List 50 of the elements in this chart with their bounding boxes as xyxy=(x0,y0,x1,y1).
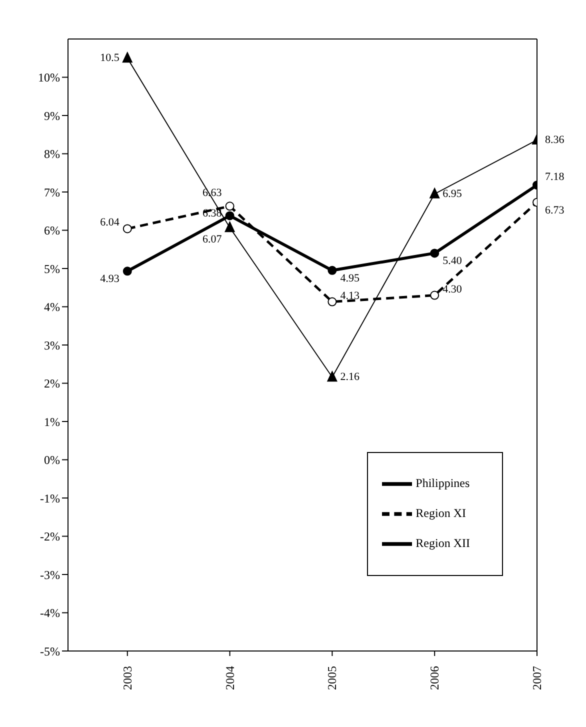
y-tick-label: 9% xyxy=(44,108,60,123)
x-tick-label: 2006 xyxy=(428,666,442,690)
data-label: 4.30 xyxy=(442,283,462,296)
point xyxy=(225,202,234,211)
y-tick-label: 7% xyxy=(44,185,60,200)
x-tick-label: 2004 xyxy=(222,666,237,690)
y-tick-label: 1% xyxy=(44,414,60,429)
data-label: 6.04 xyxy=(100,216,120,229)
point xyxy=(225,211,234,220)
point xyxy=(430,248,440,258)
legend-label: Philippines xyxy=(416,476,470,490)
data-label: 6.95 xyxy=(442,188,462,200)
data-label: 8.36 xyxy=(545,134,565,146)
y-tick-label: 6% xyxy=(44,224,60,238)
legend-label: Region XI xyxy=(416,506,466,520)
data-label: 10.5 xyxy=(100,52,120,64)
point xyxy=(430,188,440,198)
y-tick-label: 3% xyxy=(44,338,60,352)
data-label: 7.18 xyxy=(545,171,565,184)
point xyxy=(328,266,337,275)
y-tick-label: -2% xyxy=(40,530,60,544)
y-tick-label: -3% xyxy=(40,568,60,582)
data-label: 4.93 xyxy=(100,273,120,286)
y-tick-label: 4% xyxy=(44,300,60,314)
data-label: 6.07 xyxy=(202,234,222,246)
y-tick-label: 0% xyxy=(44,453,60,468)
point xyxy=(122,266,132,276)
y-tick-label: 10% xyxy=(38,70,60,85)
data-label: 6.38 xyxy=(202,208,222,220)
x-tick-label: 2005 xyxy=(325,666,340,690)
data-label: 2.16 xyxy=(340,371,360,384)
data-label: 5.40 xyxy=(442,255,462,268)
point xyxy=(328,297,337,306)
y-tick-label: -5% xyxy=(40,644,60,658)
point xyxy=(430,290,440,300)
y-tick-label: 5% xyxy=(44,262,60,276)
x-tick-label: 2007 xyxy=(530,666,544,690)
legend-label: Region XII xyxy=(416,536,470,550)
y-tick-label: 2% xyxy=(44,376,60,391)
y-tick-label: -1% xyxy=(40,491,60,506)
point xyxy=(224,222,235,232)
data-label: 6.73 xyxy=(545,204,565,216)
point xyxy=(122,224,132,234)
data-label: 4.95 xyxy=(340,272,360,284)
point xyxy=(327,371,338,382)
data-label: 4.13 xyxy=(340,290,360,302)
x-tick-label: 2003 xyxy=(120,666,134,690)
y-tick-label: -4% xyxy=(40,606,60,620)
point xyxy=(122,52,132,63)
y-tick-label: 8% xyxy=(44,147,60,162)
